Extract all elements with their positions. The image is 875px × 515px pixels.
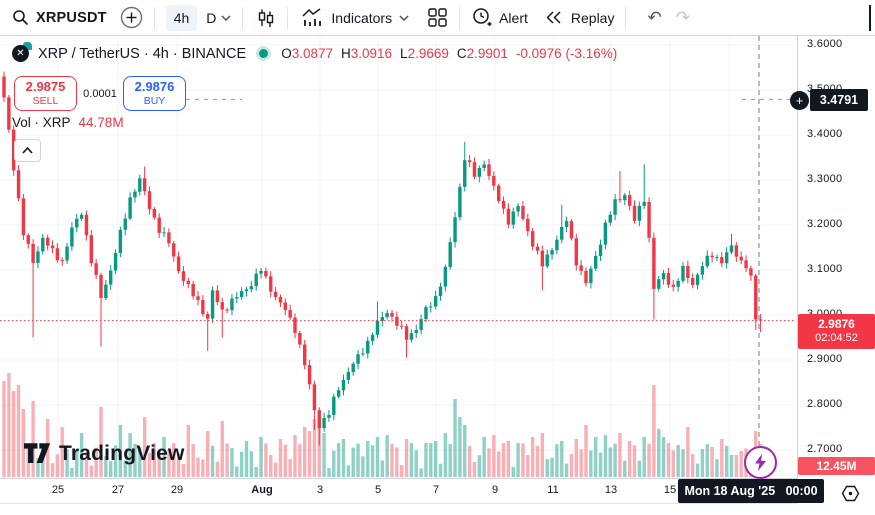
time-tick-label: Aug [251, 484, 273, 496]
candle-countdown: 02:04:52 [815, 332, 858, 345]
time-tick-label: 11 [547, 484, 559, 496]
toolbar-separator [625, 6, 627, 29]
time-axis[interactable]: 25 27 29 Aug 3 5 7 9 11 13 15 [0, 478, 797, 504]
spread-value: 0.0001 [83, 87, 117, 100]
layout-grid-button[interactable] [427, 7, 448, 28]
toolbar-separator [287, 6, 289, 29]
volume-legend-label: Vol · XRP [12, 115, 71, 130]
indicators-label: Indicators [331, 9, 393, 26]
time-tick-label: 15 [663, 484, 677, 496]
time-tick-label: 27 [111, 484, 125, 496]
indicators-icon [302, 7, 322, 26]
chevron-down-icon [221, 14, 231, 21]
axis-settings-button[interactable] [840, 484, 860, 502]
buy-button[interactable]: 2.9876 BUY [123, 76, 186, 111]
symbol-name: XRPUSDT [36, 9, 107, 26]
volume-legend-value: 44.78M [78, 115, 124, 130]
high-value: 3.0916 [350, 46, 393, 61]
change-value: -0.0976 (-3.16%) [515, 46, 618, 61]
time-tick-label: 3 [316, 484, 324, 496]
panel-resize-handle[interactable] [869, 5, 871, 31]
alert-label: Alert [499, 9, 528, 26]
add-alert-plus-button[interactable]: + [790, 91, 809, 110]
lightning-bolt-icon [755, 454, 766, 471]
price-tick-label: 3.4000 [807, 128, 843, 140]
ohlc-values: O3.0877 H3.0916 L2.9669 C2.9901 -0.0976 … [281, 46, 618, 61]
price-tick-label: 2.9000 [807, 353, 843, 365]
toolbar-separator [242, 6, 244, 29]
watermark-text: TradingView [59, 442, 185, 465]
open-value: 3.0877 [291, 46, 333, 61]
price-tick-label: 2.7000 [807, 443, 843, 455]
buy-price: 2.9876 [134, 79, 175, 94]
grid-layout-icon [428, 8, 447, 27]
lightning-event-icon[interactable] [744, 446, 777, 479]
interval-d-button[interactable]: D [206, 9, 217, 26]
price-tick-label: 2.8000 [807, 398, 843, 410]
replay-label: Replay [570, 9, 615, 26]
current-volume-label: 12.45M [798, 457, 875, 475]
redo-button[interactable]: ↷ [675, 7, 690, 27]
buy-label: BUY [143, 94, 166, 107]
volume-legend: Vol · XRP 44.78M [12, 115, 124, 130]
tradingview-watermark: TradingView [24, 442, 185, 466]
search-icon [13, 10, 29, 26]
plus-circle-icon [120, 6, 142, 29]
price-tick-label: 3.6000 [807, 38, 843, 50]
time-tick-label: 25 [51, 484, 65, 496]
price-tick-label: 3.3000 [807, 173, 843, 185]
time-tick-label: 29 [170, 484, 184, 496]
candlestick-chart-icon [259, 9, 274, 27]
alert-clock-icon [473, 8, 492, 26]
interval-4h-button[interactable]: 4h [165, 4, 198, 31]
hexagon-settings-icon [841, 485, 859, 501]
current-price-value: 2.9876 [818, 317, 855, 332]
toolbar-separator [153, 6, 155, 29]
sell-price: 2.9875 [25, 79, 66, 94]
legend-symbol-title[interactable]: XRP / TetherUS · 4h · BINANCE [38, 45, 247, 62]
current-price-label: 2.9876 02:04:52 [798, 314, 875, 349]
close-value: 2.9901 [466, 46, 508, 61]
trade-buttons: 2.9875 SELL 0.0001 2.9876 BUY [14, 76, 186, 111]
symbol-search-button[interactable]: XRPUSDT [12, 9, 107, 26]
alert-button[interactable]: Alert [471, 7, 528, 28]
time-tick-label: 5 [374, 484, 382, 496]
chart-style-button[interactable] [256, 8, 276, 28]
legend-collapse-button[interactable] [14, 139, 41, 162]
alert-hover-price-label[interactable]: 3.4791 [810, 89, 868, 111]
price-tick-label: 3.2000 [807, 218, 843, 230]
undo-button[interactable]: ↶ [647, 7, 662, 27]
replay-button[interactable]: Replay [544, 9, 615, 26]
market-status-dot[interactable] [259, 49, 269, 58]
top-toolbar: XRPUSDT 4h D [0, 0, 875, 36]
indicators-button[interactable]: Indicators [301, 7, 409, 28]
time-tick-label: 9 [491, 484, 499, 496]
low-value: 2.9669 [407, 46, 449, 61]
symbol-legend: ✕ XRP / TetherUS · 4h · BINANCE O3.0877 … [12, 42, 618, 63]
time-tick-label: 7 [432, 484, 440, 496]
compare-add-symbol-button[interactable] [120, 6, 143, 29]
interval-dropdown-chevron[interactable] [221, 14, 231, 21]
price-tick-label: 3.1000 [807, 263, 843, 275]
sell-label: SELL [32, 94, 59, 107]
time-tick-label: 13 [604, 484, 618, 496]
xrp-logo-icon: ✕ [12, 42, 32, 63]
replay-rewind-icon [546, 11, 561, 24]
chevron-up-icon [22, 147, 33, 154]
tradingview-logo-icon [24, 443, 51, 463]
crosshair-time-tooltip: Mon 18 Aug '25 00:00 [678, 479, 824, 503]
sell-button[interactable]: 2.9875 SELL [14, 76, 77, 111]
chevron-down-icon [399, 14, 409, 21]
toolbar-separator [459, 6, 461, 29]
